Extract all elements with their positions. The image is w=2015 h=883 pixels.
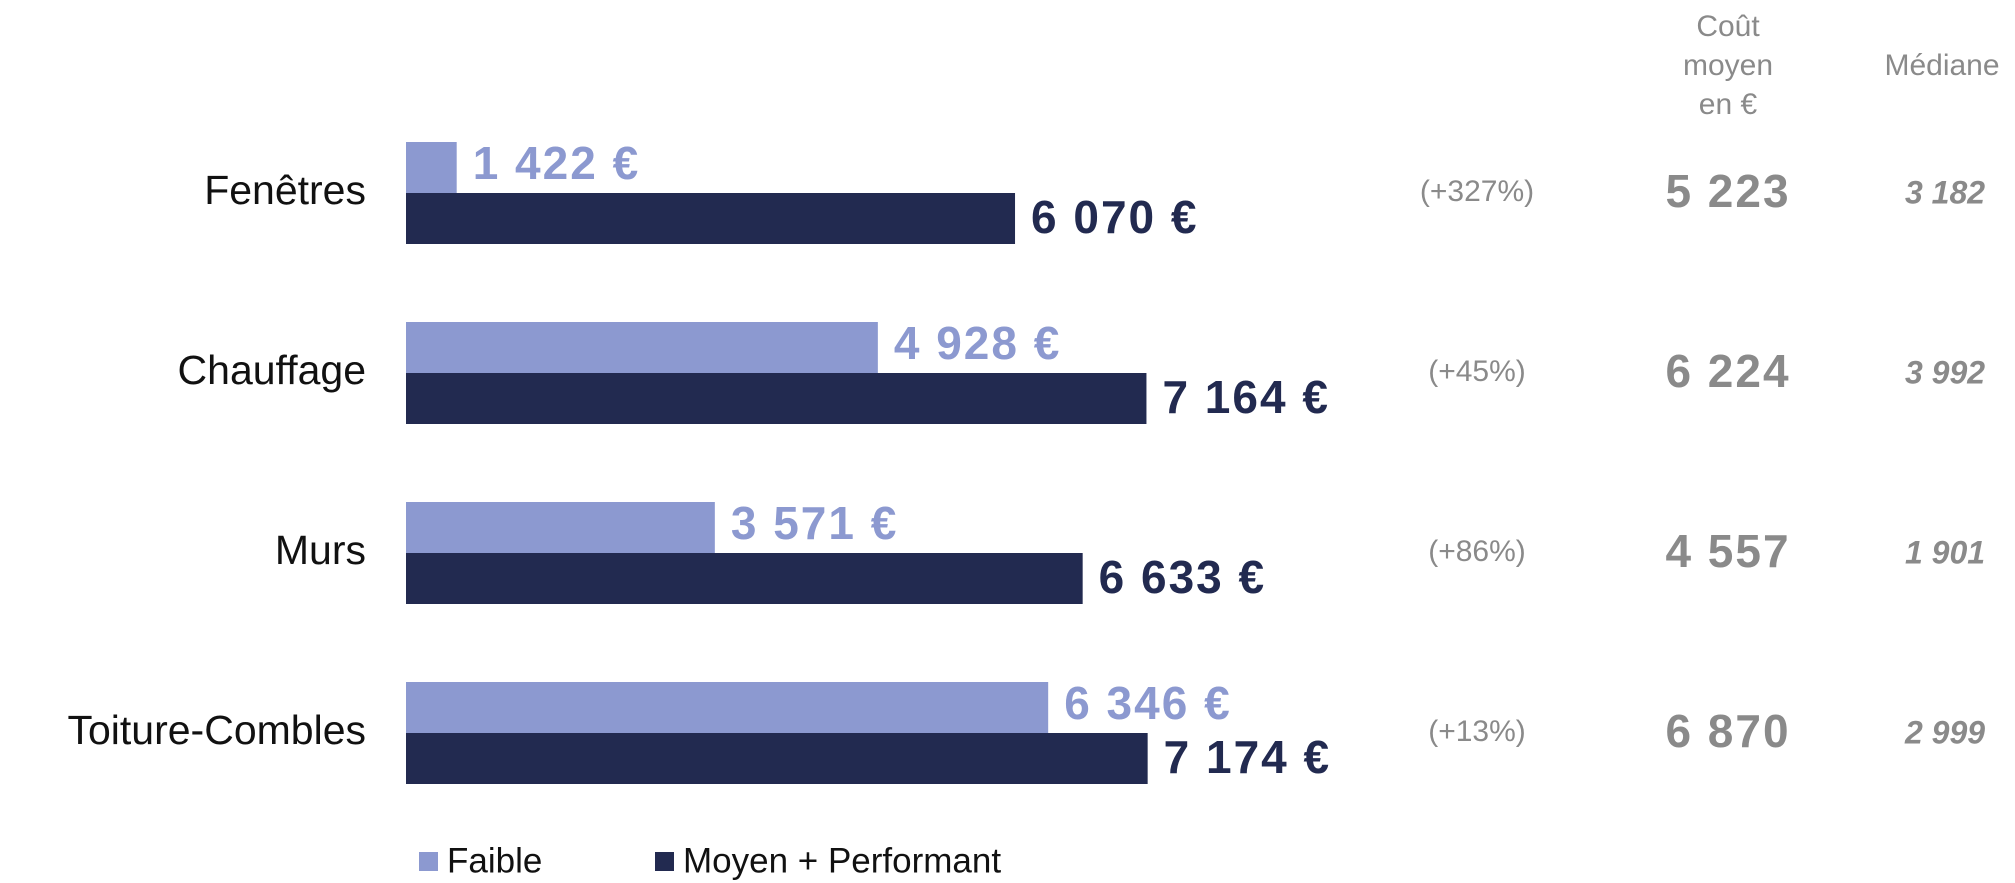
legend-swatch xyxy=(419,852,438,871)
value-label: 6 070 € xyxy=(1031,191,1198,243)
bar xyxy=(406,322,878,373)
median: 1 901 xyxy=(1905,534,1985,570)
category-label: Chauffage xyxy=(178,347,366,393)
value-label: 3 571 € xyxy=(731,497,898,549)
increase-label: (+45%) xyxy=(1428,355,1526,388)
bar xyxy=(406,733,1148,784)
increase-label: (+86%) xyxy=(1428,535,1526,568)
value-label: 7 164 € xyxy=(1162,371,1329,423)
increase-label: (+327%) xyxy=(1420,175,1534,208)
bar xyxy=(406,553,1083,604)
mean-cost: 5 223 xyxy=(1665,165,1790,217)
median: 3 182 xyxy=(1905,174,1985,210)
increase-label: (+13%) xyxy=(1428,715,1526,748)
median: 2 999 xyxy=(1904,714,1985,750)
category-label: Toiture-Combles xyxy=(68,707,367,753)
mean-cost: 4 557 xyxy=(1665,525,1790,577)
mean-cost: 6 870 xyxy=(1665,705,1790,757)
bar xyxy=(406,142,457,193)
bar xyxy=(406,502,715,553)
category-label: Murs xyxy=(275,527,366,573)
legend-label: Moyen + Performant xyxy=(683,841,1001,880)
value-label: 4 928 € xyxy=(894,317,1061,369)
value-label: 1 422 € xyxy=(473,137,640,189)
bar xyxy=(406,373,1147,424)
bar xyxy=(406,193,1016,244)
category-label: Fenêtres xyxy=(204,167,366,213)
value-label: 7 174 € xyxy=(1164,731,1331,783)
column-header: Médiane xyxy=(1884,49,1999,82)
mean-cost: 6 224 xyxy=(1665,345,1790,397)
legend-swatch xyxy=(655,852,674,871)
value-label: 6 346 € xyxy=(1064,677,1231,729)
median: 3 992 xyxy=(1905,354,1985,390)
value-label: 6 633 € xyxy=(1099,551,1266,603)
legend-label: Faible xyxy=(447,841,542,880)
column-header: Coût moyen en € xyxy=(1683,10,1773,121)
bar xyxy=(406,682,1049,733)
